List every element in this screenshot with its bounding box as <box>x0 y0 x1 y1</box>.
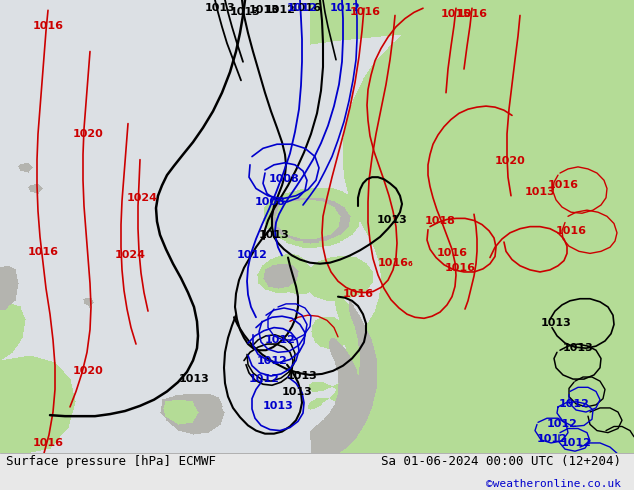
Text: 1012: 1012 <box>236 250 268 261</box>
Text: 1012: 1012 <box>547 419 578 429</box>
Text: 1024: 1024 <box>115 250 145 261</box>
Text: 1013: 1013 <box>541 318 571 328</box>
Text: 1016: 1016 <box>444 263 476 273</box>
Text: 1024: 1024 <box>127 193 157 203</box>
Text: Sa 01-06-2024 00:00 UTC (12+204): Sa 01-06-2024 00:00 UTC (12+204) <box>381 455 621 468</box>
Text: 1016: 1016 <box>349 7 380 17</box>
Text: 1013: 1013 <box>259 230 289 240</box>
Text: 1016: 1016 <box>555 226 586 236</box>
Text: 1016: 1016 <box>548 180 578 191</box>
Text: 1013: 1013 <box>377 216 408 225</box>
Text: 1016: 1016 <box>32 438 63 448</box>
Text: 1012: 1012 <box>257 356 287 366</box>
Text: 1012: 1012 <box>330 3 361 13</box>
Text: 1012: 1012 <box>264 5 295 15</box>
Text: ©weatheronline.co.uk: ©weatheronline.co.uk <box>486 479 621 489</box>
Text: 1016: 1016 <box>342 289 373 298</box>
Text: 1013: 1013 <box>179 374 209 384</box>
Text: 1013: 1013 <box>281 388 313 397</box>
Text: 1020: 1020 <box>73 129 103 139</box>
Text: 1012: 1012 <box>287 3 318 13</box>
Text: 1013: 1013 <box>249 5 280 15</box>
Text: 1013: 1013 <box>562 343 593 353</box>
Text: 1016: 1016 <box>27 247 58 257</box>
Text: 1016: 1016 <box>290 3 321 13</box>
Text: 1012: 1012 <box>536 434 567 444</box>
Text: 1013: 1013 <box>287 371 318 381</box>
Text: 1013: 1013 <box>230 7 261 17</box>
Text: Surface pressure [hPa] ECMWF: Surface pressure [hPa] ECMWF <box>6 455 216 468</box>
Text: 1012: 1012 <box>559 399 590 409</box>
Text: 1008: 1008 <box>269 174 299 184</box>
Text: 1013: 1013 <box>524 187 555 196</box>
Text: 1020: 1020 <box>73 366 103 376</box>
Text: 1008: 1008 <box>255 197 285 207</box>
Text: 1016₆: 1016₆ <box>378 258 414 268</box>
Text: 1016: 1016 <box>436 248 467 258</box>
Text: 1012: 1012 <box>560 438 592 448</box>
Text: 1015: 1015 <box>441 9 471 20</box>
Text: 1013: 1013 <box>262 401 294 411</box>
Text: 1020: 1020 <box>495 156 526 166</box>
Text: 1016: 1016 <box>456 9 488 20</box>
Text: 1018: 1018 <box>425 217 455 226</box>
Text: 1012: 1012 <box>264 335 295 345</box>
Text: 1012: 1012 <box>249 374 280 384</box>
Text: 1016: 1016 <box>32 21 63 31</box>
Text: 1013: 1013 <box>205 3 235 13</box>
